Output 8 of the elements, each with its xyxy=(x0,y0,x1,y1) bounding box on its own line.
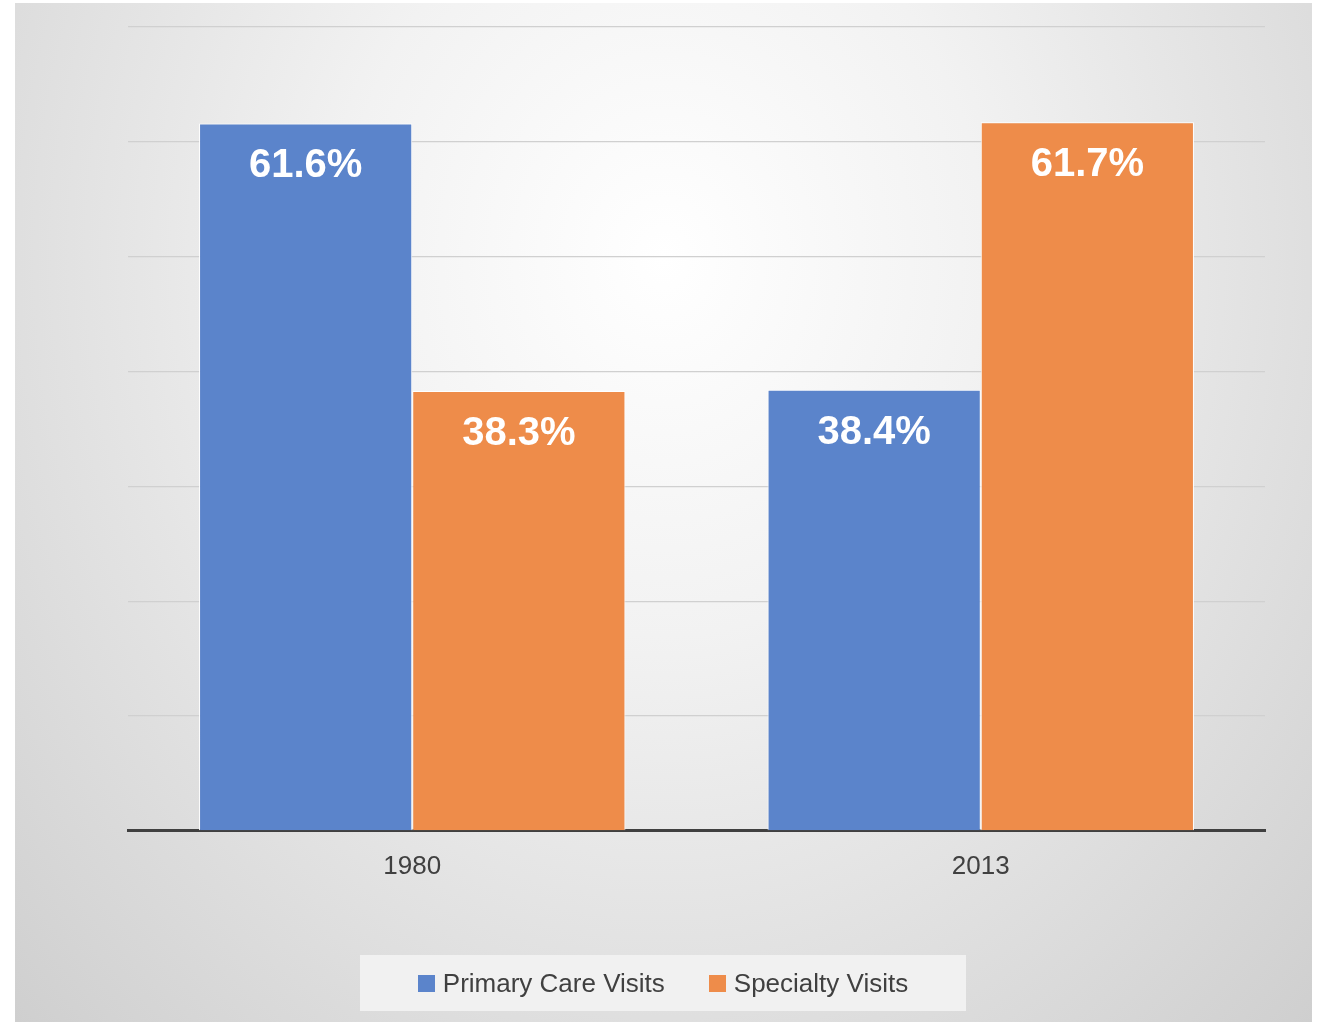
x-tick-label: 1980 xyxy=(383,849,442,880)
legend-label: Primary Care Visits xyxy=(442,967,665,999)
data-label: 38.3% xyxy=(462,409,576,454)
legend-label: Specialty Visits xyxy=(733,967,909,999)
x-tick-label: 2013 xyxy=(951,849,1010,880)
data-label: 61.6% xyxy=(248,141,363,186)
data-label: 38.4% xyxy=(817,407,931,452)
data-label: 61.7% xyxy=(1030,140,1145,185)
